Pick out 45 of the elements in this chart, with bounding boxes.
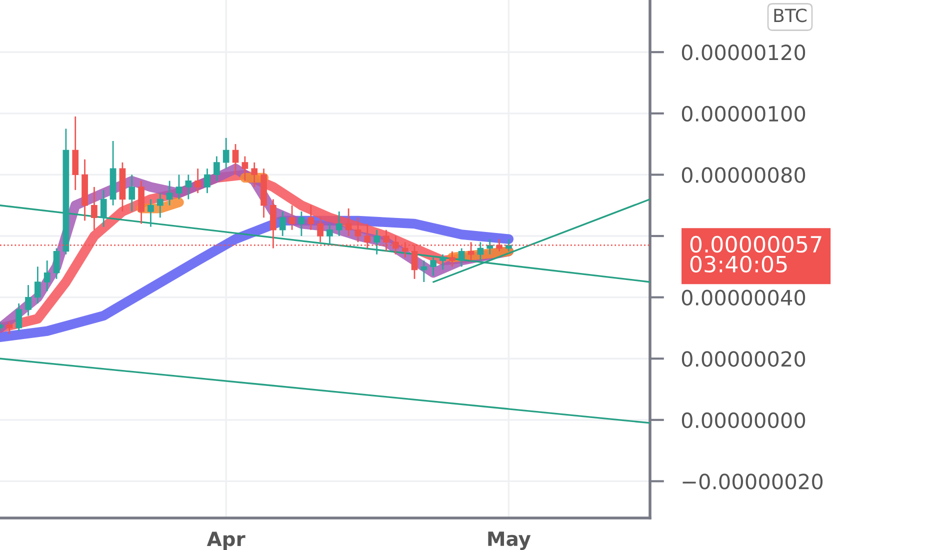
candlestick	[308, 204, 314, 231]
candlestick	[91, 186, 98, 231]
candlestick	[345, 208, 352, 237]
candlestick	[25, 284, 32, 316]
x-tick-label: Apr	[206, 532, 246, 550]
y-tick-label: 0.00000100	[682, 106, 806, 122]
text: BTC	[774, 8, 807, 22]
candlestick	[194, 168, 201, 194]
candlestick	[374, 229, 380, 256]
candlestick	[156, 192, 164, 218]
candlestick	[204, 168, 210, 194]
candlestick	[317, 216, 324, 243]
y-tick-label: 0.00000020	[682, 351, 806, 367]
candlestick	[128, 174, 136, 212]
y-tick-label: 0.00000000	[682, 412, 806, 428]
x-tick-label: May	[488, 532, 531, 550]
candlestick	[34, 266, 41, 304]
candlestick	[288, 204, 296, 231]
y-tick-label: 0.00000040	[682, 290, 806, 306]
candlestick	[279, 210, 286, 237]
candlestick	[166, 180, 173, 206]
y-tick-label: 0.00000080	[682, 167, 806, 183]
candlestick	[16, 302, 22, 332]
candlestick	[185, 174, 192, 200]
candlestick	[242, 156, 248, 182]
candlestick	[326, 223, 333, 246]
candlestick	[213, 156, 220, 182]
ref-line-label: 0.00000057 03:40:05	[690, 236, 822, 273]
candlestick	[222, 137, 230, 170]
candlestick	[420, 260, 428, 283]
candlestick	[458, 248, 465, 268]
y-tick-label: 0.00000120	[682, 44, 806, 60]
candlestick	[440, 254, 446, 270]
candlestick	[449, 250, 456, 268]
candlestick	[148, 198, 154, 228]
candlestick	[44, 260, 50, 292]
candlestick	[53, 248, 60, 280]
y-tick-label: −0.00000020	[682, 474, 823, 490]
candlestick	[100, 189, 107, 228]
candlestick	[354, 216, 362, 243]
candlestick	[336, 210, 342, 237]
candlestick	[430, 256, 437, 277]
candlestick	[176, 174, 182, 200]
candlestick	[298, 210, 305, 237]
candlestick	[477, 241, 484, 262]
